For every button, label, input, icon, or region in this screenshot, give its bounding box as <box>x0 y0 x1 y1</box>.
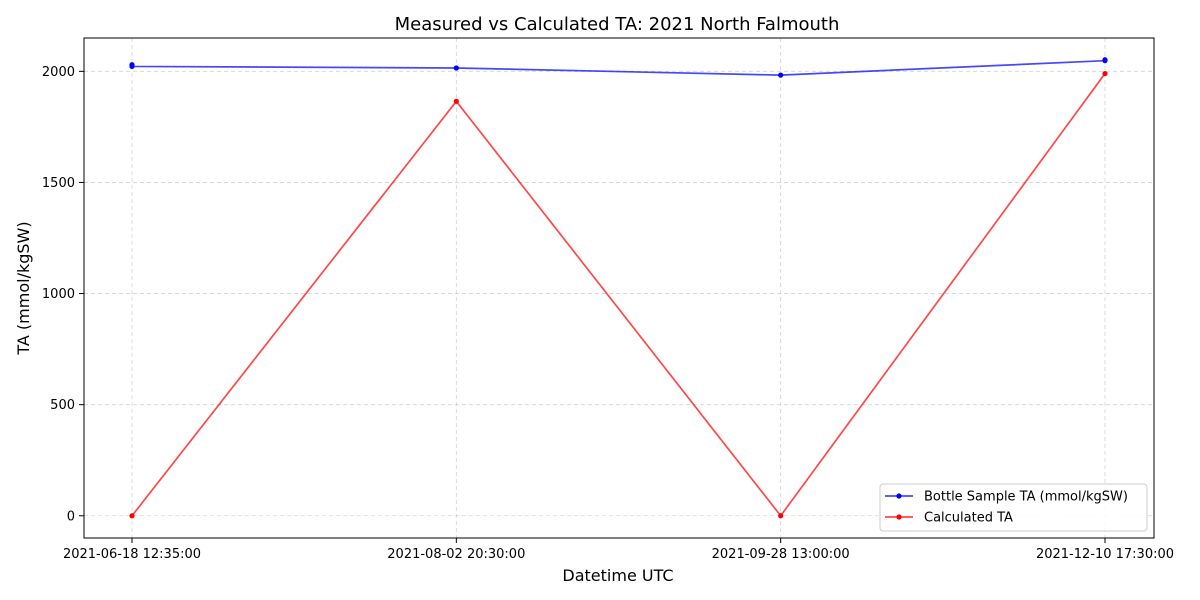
legend-swatch-marker <box>896 514 902 520</box>
plot-area <box>83 37 1155 539</box>
series-1 <box>129 57 1108 78</box>
data-point <box>778 513 784 519</box>
data-point <box>778 72 784 78</box>
x-tick-label: 2021-08-02 20:30:00 <box>387 547 525 562</box>
series-2 <box>129 70 1108 519</box>
data-point <box>1102 70 1108 77</box>
y-tick-label: 500 <box>50 398 75 413</box>
legend-label: Bottle Sample TA (mmol/kgSW) <box>924 490 1128 505</box>
y-axis-label: TA (mmol/kgSW) <box>14 221 33 355</box>
y-tick-label: 2000 <box>42 65 75 80</box>
data-point <box>453 98 459 104</box>
legend-box <box>879 483 1148 532</box>
x-tick-label: 2021-12-10 17:30:00 <box>1036 547 1174 562</box>
axes: 2021-06-18 12:35:00 2021-08-02 20:30:00 20… <box>42 65 1174 562</box>
data-point <box>129 63 135 70</box>
y-tick-label: 0 <box>67 509 75 524</box>
data-point <box>1102 57 1108 63</box>
chart-title: Measured vs Calculated TA: 2021 North Fa… <box>395 14 840 35</box>
x-axis-label: Datetime UTC <box>562 566 673 585</box>
data-point <box>453 65 459 71</box>
legend-swatch-marker <box>896 493 902 499</box>
legend-item: Bottle Sample TA (mmol/kgSW) <box>885 490 1128 505</box>
x-tick-label: 2021-09-28 13:00:00 <box>712 547 850 562</box>
y-tick-label: 1500 <box>42 176 75 191</box>
legend-item: Calculated TA <box>885 511 1013 526</box>
legend-label: Calculated TA <box>924 511 1013 526</box>
series-line <box>131 73 1106 517</box>
y-tick-label: 1000 <box>42 287 75 302</box>
grid <box>84 38 1154 538</box>
series-line <box>131 59 1106 76</box>
series-layer <box>129 57 1108 519</box>
x-tick-label: 2021-06-18 12:35:00 <box>63 547 201 562</box>
data-point <box>129 513 135 519</box>
legend: Bottle Sample TA (mmol/kgSW) Calculated T… <box>879 483 1148 532</box>
